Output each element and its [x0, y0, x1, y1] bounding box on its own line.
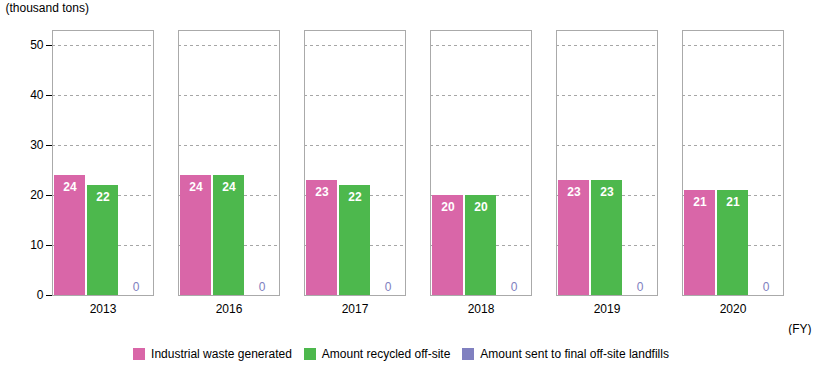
svg-text:2018: 2018: [468, 302, 495, 316]
svg-text:22: 22: [96, 190, 110, 204]
svg-text:24: 24: [222, 180, 236, 194]
svg-text:23: 23: [600, 185, 614, 199]
svg-text:30: 30: [30, 138, 44, 152]
svg-text:2016: 2016: [216, 302, 243, 316]
svg-text:(FY): (FY): [788, 322, 811, 336]
svg-text:20: 20: [30, 188, 44, 202]
html-text:Amount recycled off-site: Amount recycled off-site: [321, 346, 451, 361]
svg-text:22: 22: [348, 190, 362, 204]
svg-text:0: 0: [133, 280, 140, 294]
svg-text:2017: 2017: [342, 302, 369, 316]
svg-text:20: 20: [474, 200, 488, 214]
svg-text:0: 0: [637, 280, 644, 294]
html-text:Amount sent to final off-site: Amount sent to final off-site landfills: [480, 346, 669, 361]
svg-text:0: 0: [259, 280, 266, 294]
svg-text:2013: 2013: [90, 302, 117, 316]
svg-text:24: 24: [63, 180, 77, 194]
svg-text:2019: 2019: [594, 302, 621, 316]
svg-text:10: 10: [30, 238, 44, 252]
svg-text:0: 0: [385, 280, 392, 294]
svg-text:21: 21: [726, 195, 740, 209]
svg-text:40: 40: [30, 88, 44, 102]
svg-text:0: 0: [511, 280, 518, 294]
html-text:Industrial waste generated: Industrial waste generated: [151, 346, 292, 361]
svg-text:(thousand tons): (thousand tons): [6, 1, 89, 15]
svg-text:21: 21: [693, 195, 707, 209]
svg-text:50: 50: [30, 38, 44, 52]
svg-text:20: 20: [441, 200, 455, 214]
svg-text:2020: 2020: [720, 302, 747, 316]
svg-text:23: 23: [315, 185, 329, 199]
svg-text:24: 24: [189, 180, 203, 194]
svg-text:0: 0: [37, 288, 44, 302]
svg-text:0: 0: [763, 280, 770, 294]
svg-text:23: 23: [567, 185, 581, 199]
